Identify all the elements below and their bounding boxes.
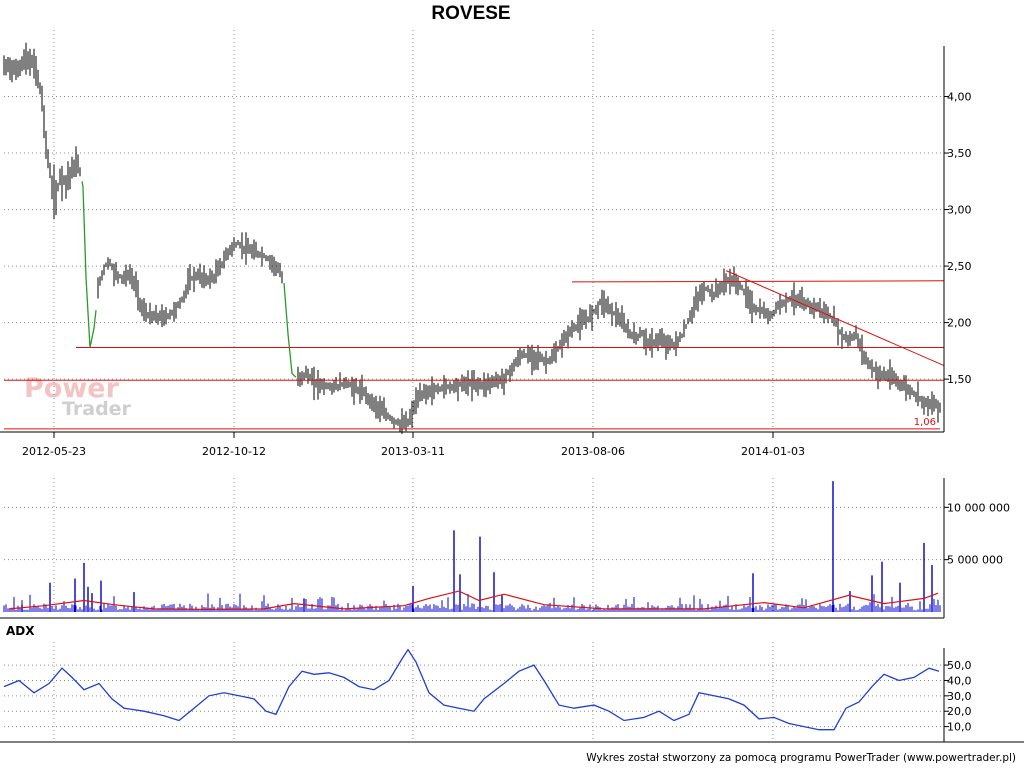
last-value-label: 1,06	[914, 417, 936, 428]
date-tick-label: 2014-01-03	[741, 445, 805, 458]
adx-series	[3, 648, 940, 731]
date-tick-label: 2012-05-23	[22, 445, 86, 458]
trend-line	[571, 280, 945, 283]
adx-y-axis: 10,0 20,0 30,0 40,0 50,0	[944, 659, 972, 734]
adx-line	[3, 648, 940, 731]
adx-tick-label: 50,0	[947, 659, 972, 672]
price-tick-label: 4,00	[947, 91, 972, 104]
logo-word-power: Power	[24, 373, 120, 404]
price-tick-label: 3,50	[947, 147, 972, 160]
price-smooth-segment	[283, 282, 297, 378]
price-tick-label: 2,00	[947, 317, 972, 330]
adx-tick-label: 40,0	[947, 674, 972, 687]
date-tick-label: 2013-08-06	[561, 445, 625, 458]
powertrader-logo: Power Trader	[24, 373, 132, 420]
trend-line	[725, 270, 945, 367]
price-gridlines	[4, 30, 944, 430]
volume-gridlines	[4, 478, 944, 612]
footer-credit: Wykres został stworzony za pomocą progra…	[586, 752, 1016, 764]
volume-bars-baseline	[3, 593, 941, 612]
adx-tick-label: 20,0	[947, 705, 972, 718]
volume-tick-label: 10 000 000	[947, 501, 1010, 514]
logo-word-trader: Trader	[62, 398, 132, 420]
price-tick-label: 2,50	[947, 260, 972, 273]
volume-tick-label: 5 000 000	[947, 554, 1003, 567]
adx-title: ADX	[6, 624, 35, 638]
price-tick-label: 1,50	[947, 373, 972, 386]
volume-bars	[3, 481, 941, 612]
chart-title: ROVESE	[431, 3, 510, 24]
date-axis: 2012-05-23 2012-10-12 2013-03-11 2013-08-06…	[22, 432, 805, 458]
panel-frames	[0, 46, 1024, 743]
adx-tick-label: 10,0	[947, 721, 972, 734]
price-series	[3, 42, 941, 434]
price-candles	[3, 42, 941, 434]
volume-average-line	[8, 590, 939, 611]
date-tick-label: 2012-10-12	[202, 445, 266, 458]
price-tick-label: 3,00	[947, 204, 972, 217]
price-y-axis: 1,50 2,00 2,50 3,00 3,50 4,00	[944, 91, 972, 386]
adx-tick-label: 30,0	[947, 690, 972, 703]
date-tick-label: 2013-03-11	[381, 445, 445, 458]
adx-gridlines	[4, 642, 944, 742]
volume-y-axis: 5 000 000 10 000 000	[944, 501, 1010, 567]
trend-lines	[4, 270, 945, 430]
price-smooth-segment	[81, 181, 97, 348]
